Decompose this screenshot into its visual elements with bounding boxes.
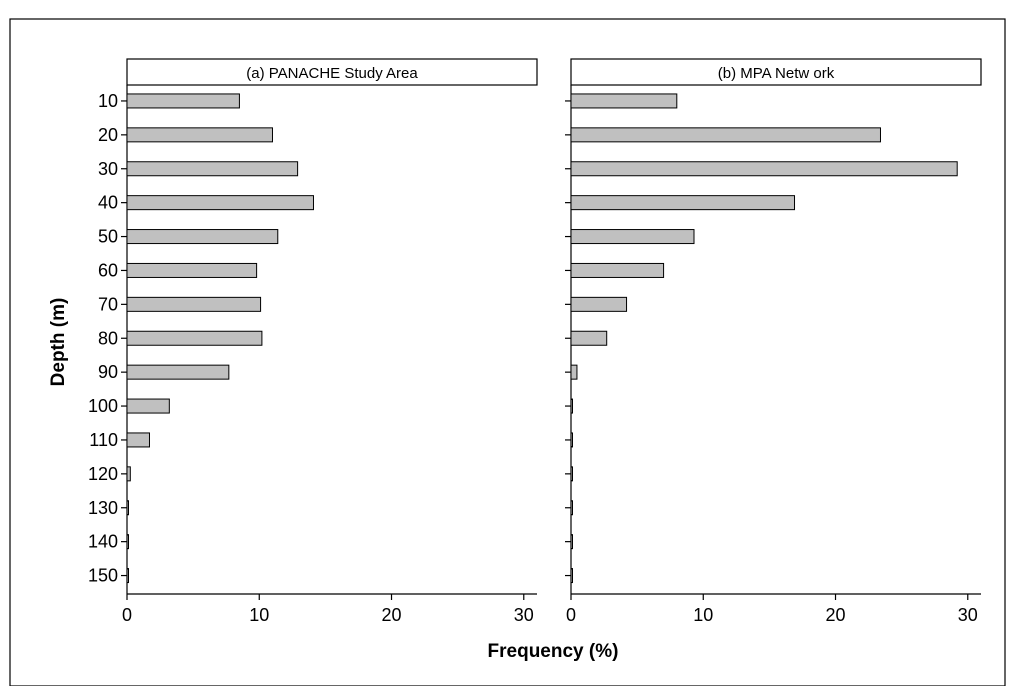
x-tick-label: 0 [122,605,132,625]
panel-title-box [126,58,538,86]
y-tick-label: 70 [98,294,118,314]
y-tick-label: 60 [98,260,118,280]
panel-title: (b) MPA Netw ork [718,65,835,82]
panel-a: (a) PANACHE Study Area 0 10 20 30 10 20 30 40 50 6… [88,58,538,625]
bar [126,127,273,143]
bar [570,568,573,584]
bar [570,296,628,312]
bar [126,466,131,482]
x-tick-label: 0 [566,605,576,625]
y-tick-label: 130 [88,498,118,518]
bar [570,432,573,448]
bar [126,330,263,346]
outer-border [9,18,1006,687]
bar [570,398,573,414]
bar [126,500,129,516]
x-tick-label: 30 [514,605,534,625]
y-tick-label: 50 [98,227,118,247]
panel-b: (b) MPA Netw ork 0 10 20 30 [565,58,982,625]
y-axis-label: Depth (m) [48,298,69,387]
y-tick-label: 40 [98,193,118,213]
bar [126,568,129,584]
y-tick-label: 20 [98,125,118,145]
y-tick-label: 140 [88,532,118,552]
y-tick-label: 100 [88,396,118,416]
x-tick-label: 10 [693,605,713,625]
bar [570,534,573,550]
x-tick-label: 20 [826,605,846,625]
x-axis-label: Frequency (%) [488,641,619,662]
y-tick-label: 10 [98,91,118,111]
x-tick-label: 10 [249,605,269,625]
bar [570,161,958,177]
bar [570,466,573,482]
bar [570,195,796,211]
bar [570,330,608,346]
panel-title-box [570,58,982,86]
bar [126,229,279,245]
bar [126,364,230,380]
bar [126,534,129,550]
bar [126,432,150,448]
bar [570,500,573,516]
x-tick-label: 20 [382,605,402,625]
y-tick-label: 80 [98,328,118,348]
y-tick-label: 120 [88,464,118,484]
y-tick-label: 30 [98,159,118,179]
bar [126,296,262,312]
y-tick-label: 150 [88,566,118,586]
y-tick-label: 110 [89,430,118,450]
y-tick-label: 90 [98,362,118,382]
bar [126,161,299,177]
bar [570,229,695,245]
bar [570,127,881,143]
bar [126,93,240,109]
bar [570,262,665,278]
x-tick-label: 30 [958,605,978,625]
bar [570,93,678,109]
bar [126,262,258,278]
bar [126,195,314,211]
panel-title: (a) PANACHE Study Area [246,65,418,82]
bar [570,364,578,380]
bar [126,398,170,414]
